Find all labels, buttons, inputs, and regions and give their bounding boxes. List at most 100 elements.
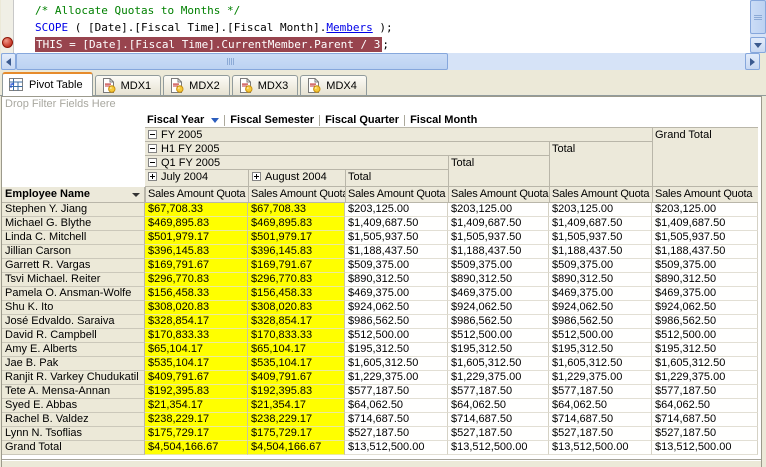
- row-header-cell[interactable]: Pamela O. Ansman-Wolfe: [2, 287, 145, 301]
- data-cell-fy-total[interactable]: $64,062.50: [549, 399, 652, 413]
- data-cell-h1-total[interactable]: $1,188,437.50: [448, 245, 549, 259]
- data-cell-august[interactable]: $535,104.17: [248, 357, 345, 371]
- collapse-icon[interactable]: [148, 130, 157, 139]
- members-function-link[interactable]: Members: [326, 21, 373, 34]
- data-cell-fy-total[interactable]: $577,187.50: [549, 385, 652, 399]
- data-cell-grand-total[interactable]: $64,062.50: [652, 399, 758, 413]
- data-cell-h1-total[interactable]: $1,605,312.50: [448, 357, 549, 371]
- data-cell-july[interactable]: $156,458.33: [145, 287, 248, 301]
- data-cell-q1-total[interactable]: $1,188,437.50: [345, 245, 448, 259]
- tab-mdx3[interactable]: MDX3: [231, 75, 299, 95]
- data-cell-grand-total[interactable]: $986,562.50: [652, 315, 758, 329]
- data-cell-q1-total[interactable]: $1,505,937.50: [345, 231, 448, 245]
- data-cell-fy-total[interactable]: $509,375.00: [549, 259, 652, 273]
- collapse-icon[interactable]: [148, 158, 157, 167]
- data-cell-august[interactable]: $192,395.83: [248, 385, 345, 399]
- data-cell-q1-total[interactable]: $512,500.00: [345, 329, 448, 343]
- data-cell-h1-total[interactable]: $924,062.50: [448, 301, 549, 315]
- data-cell-august[interactable]: $65,104.17: [248, 343, 345, 357]
- horizontal-scroll-thumb[interactable]: [16, 53, 448, 70]
- field-fiscal-year[interactable]: Fiscal Year: [147, 113, 205, 126]
- data-cell-august[interactable]: $328,854.17: [248, 315, 345, 329]
- row-header-cell[interactable]: Ranjit R. Varkey Chudukatil: [2, 371, 145, 385]
- data-cell-h1-total[interactable]: $714,687.50: [448, 413, 549, 427]
- data-cell-august[interactable]: $156,458.33: [248, 287, 345, 301]
- row-header-cell[interactable]: David R. Campbell: [2, 329, 145, 343]
- data-cell-july[interactable]: $396,145.83: [145, 245, 248, 259]
- data-cell-grand-total[interactable]: $1,605,312.50: [652, 357, 758, 371]
- data-cell-august[interactable]: $396,145.83: [248, 245, 345, 259]
- data-cell-q1-total[interactable]: $13,512,500.00: [345, 441, 448, 455]
- data-cell-july[interactable]: $469,895.83: [145, 217, 248, 231]
- collapse-icon[interactable]: [148, 144, 157, 153]
- data-cell-grand-total[interactable]: $1,229,375.00: [652, 371, 758, 385]
- scroll-right-button[interactable]: [745, 53, 760, 70]
- header-q1-fy2005[interactable]: Q1 FY 2005: [145, 156, 448, 170]
- data-cell-july[interactable]: $192,395.83: [145, 385, 248, 399]
- row-header-cell[interactable]: Linda C. Mitchell: [2, 231, 145, 245]
- data-cell-h1-total[interactable]: $509,375.00: [448, 259, 549, 273]
- data-cell-fy-total[interactable]: $1,605,312.50: [549, 357, 652, 371]
- data-cell-fy-total[interactable]: $890,312.50: [549, 273, 652, 287]
- data-cell-august[interactable]: $296,770.83: [248, 273, 345, 287]
- header-july-2004[interactable]: July 2004: [145, 170, 248, 187]
- row-header-cell[interactable]: Jae B. Pak: [2, 357, 145, 371]
- data-cell-fy-total[interactable]: $1,409,687.50: [549, 217, 652, 231]
- data-cell-august[interactable]: $175,729.17: [248, 427, 345, 441]
- code-text[interactable]: /* Allocate Quotas to Months */ SCOPE ( […: [14, 0, 760, 53]
- data-cell-fy-total[interactable]: $924,062.50: [549, 301, 652, 315]
- data-cell-july[interactable]: $170,833.33: [145, 329, 248, 343]
- vertical-scroll-thumb[interactable]: [750, 0, 766, 34]
- mdx-code-editor[interactable]: /* Allocate Quotas to Months */ SCOPE ( […: [1, 0, 760, 53]
- data-cell-grand-total[interactable]: $527,187.50: [652, 427, 758, 441]
- data-cell-august[interactable]: $409,791.67: [248, 371, 345, 385]
- data-cell-august[interactable]: $4,504,166.67: [248, 441, 345, 455]
- data-cell-q1-total[interactable]: $203,125.00: [345, 203, 448, 217]
- data-cell-q1-total[interactable]: $714,687.50: [345, 413, 448, 427]
- data-cell-july[interactable]: $296,770.83: [145, 273, 248, 287]
- data-cell-august[interactable]: $238,229.17: [248, 413, 345, 427]
- data-cell-q1-total[interactable]: $1,605,312.50: [345, 357, 448, 371]
- data-cell-q1-total[interactable]: $469,375.00: [345, 287, 448, 301]
- row-header-cell[interactable]: Tete A. Mensa-Annan: [2, 385, 145, 399]
- data-cell-july[interactable]: $67,708.33: [145, 203, 248, 217]
- measure-header-fy-total[interactable]: Sales Amount Quota: [549, 187, 652, 203]
- data-cell-h1-total[interactable]: $203,125.00: [448, 203, 549, 217]
- data-cell-h1-total[interactable]: $986,562.50: [448, 315, 549, 329]
- tab-mdx4[interactable]: MDX4: [300, 75, 367, 95]
- expand-icon[interactable]: [148, 172, 157, 181]
- data-cell-h1-total[interactable]: $1,505,937.50: [448, 231, 549, 245]
- scroll-down-button[interactable]: [750, 37, 766, 53]
- header-grand-total[interactable]: Grand Total: [652, 128, 758, 187]
- breakpoint-icon[interactable]: [2, 37, 13, 48]
- data-cell-q1-total[interactable]: $577,187.50: [345, 385, 448, 399]
- filter-drop-zone[interactable]: Drop Filter Fields Here: [2, 97, 761, 113]
- data-cell-fy-total[interactable]: $13,512,500.00: [549, 441, 652, 455]
- data-cell-h1-total[interactable]: $512,500.00: [448, 329, 549, 343]
- expand-icon[interactable]: [252, 172, 261, 181]
- field-dropdown-icon[interactable]: [211, 117, 220, 123]
- data-cell-q1-total[interactable]: $509,375.00: [345, 259, 448, 273]
- data-cell-july[interactable]: $65,104.17: [145, 343, 248, 357]
- field-fiscal-quarter[interactable]: Fiscal Quarter: [325, 113, 400, 126]
- data-cell-q1-total[interactable]: $64,062.50: [345, 399, 448, 413]
- data-cell-fy-total[interactable]: $1,188,437.50: [549, 245, 652, 259]
- header-h1-total[interactable]: Total: [448, 156, 549, 187]
- data-cell-grand-total[interactable]: $509,375.00: [652, 259, 758, 273]
- data-cell-grand-total[interactable]: $13,512,500.00: [652, 441, 758, 455]
- data-cell-fy-total[interactable]: $1,229,375.00: [549, 371, 652, 385]
- data-cell-july[interactable]: $535,104.17: [145, 357, 248, 371]
- data-cell-july[interactable]: $501,979.17: [145, 231, 248, 245]
- row-header-cell[interactable]: Grand Total: [2, 441, 145, 455]
- row-header-cell[interactable]: Tsvi Michael. Reiter: [2, 273, 145, 287]
- editor-gutter[interactable]: [1, 0, 14, 53]
- data-cell-august[interactable]: $170,833.33: [248, 329, 345, 343]
- data-cell-q1-total[interactable]: $986,562.50: [345, 315, 448, 329]
- row-header-cell[interactable]: Syed E. Abbas: [2, 399, 145, 413]
- data-cell-august[interactable]: $469,895.83: [248, 217, 345, 231]
- data-cell-july[interactable]: $238,229.17: [145, 413, 248, 427]
- data-cell-grand-total[interactable]: $195,312.50: [652, 343, 758, 357]
- code-horizontal-scrollbar[interactable]: [1, 53, 760, 70]
- employee-name-header[interactable]: Employee Name: [2, 187, 145, 203]
- field-fiscal-semester[interactable]: Fiscal Semester: [230, 113, 315, 126]
